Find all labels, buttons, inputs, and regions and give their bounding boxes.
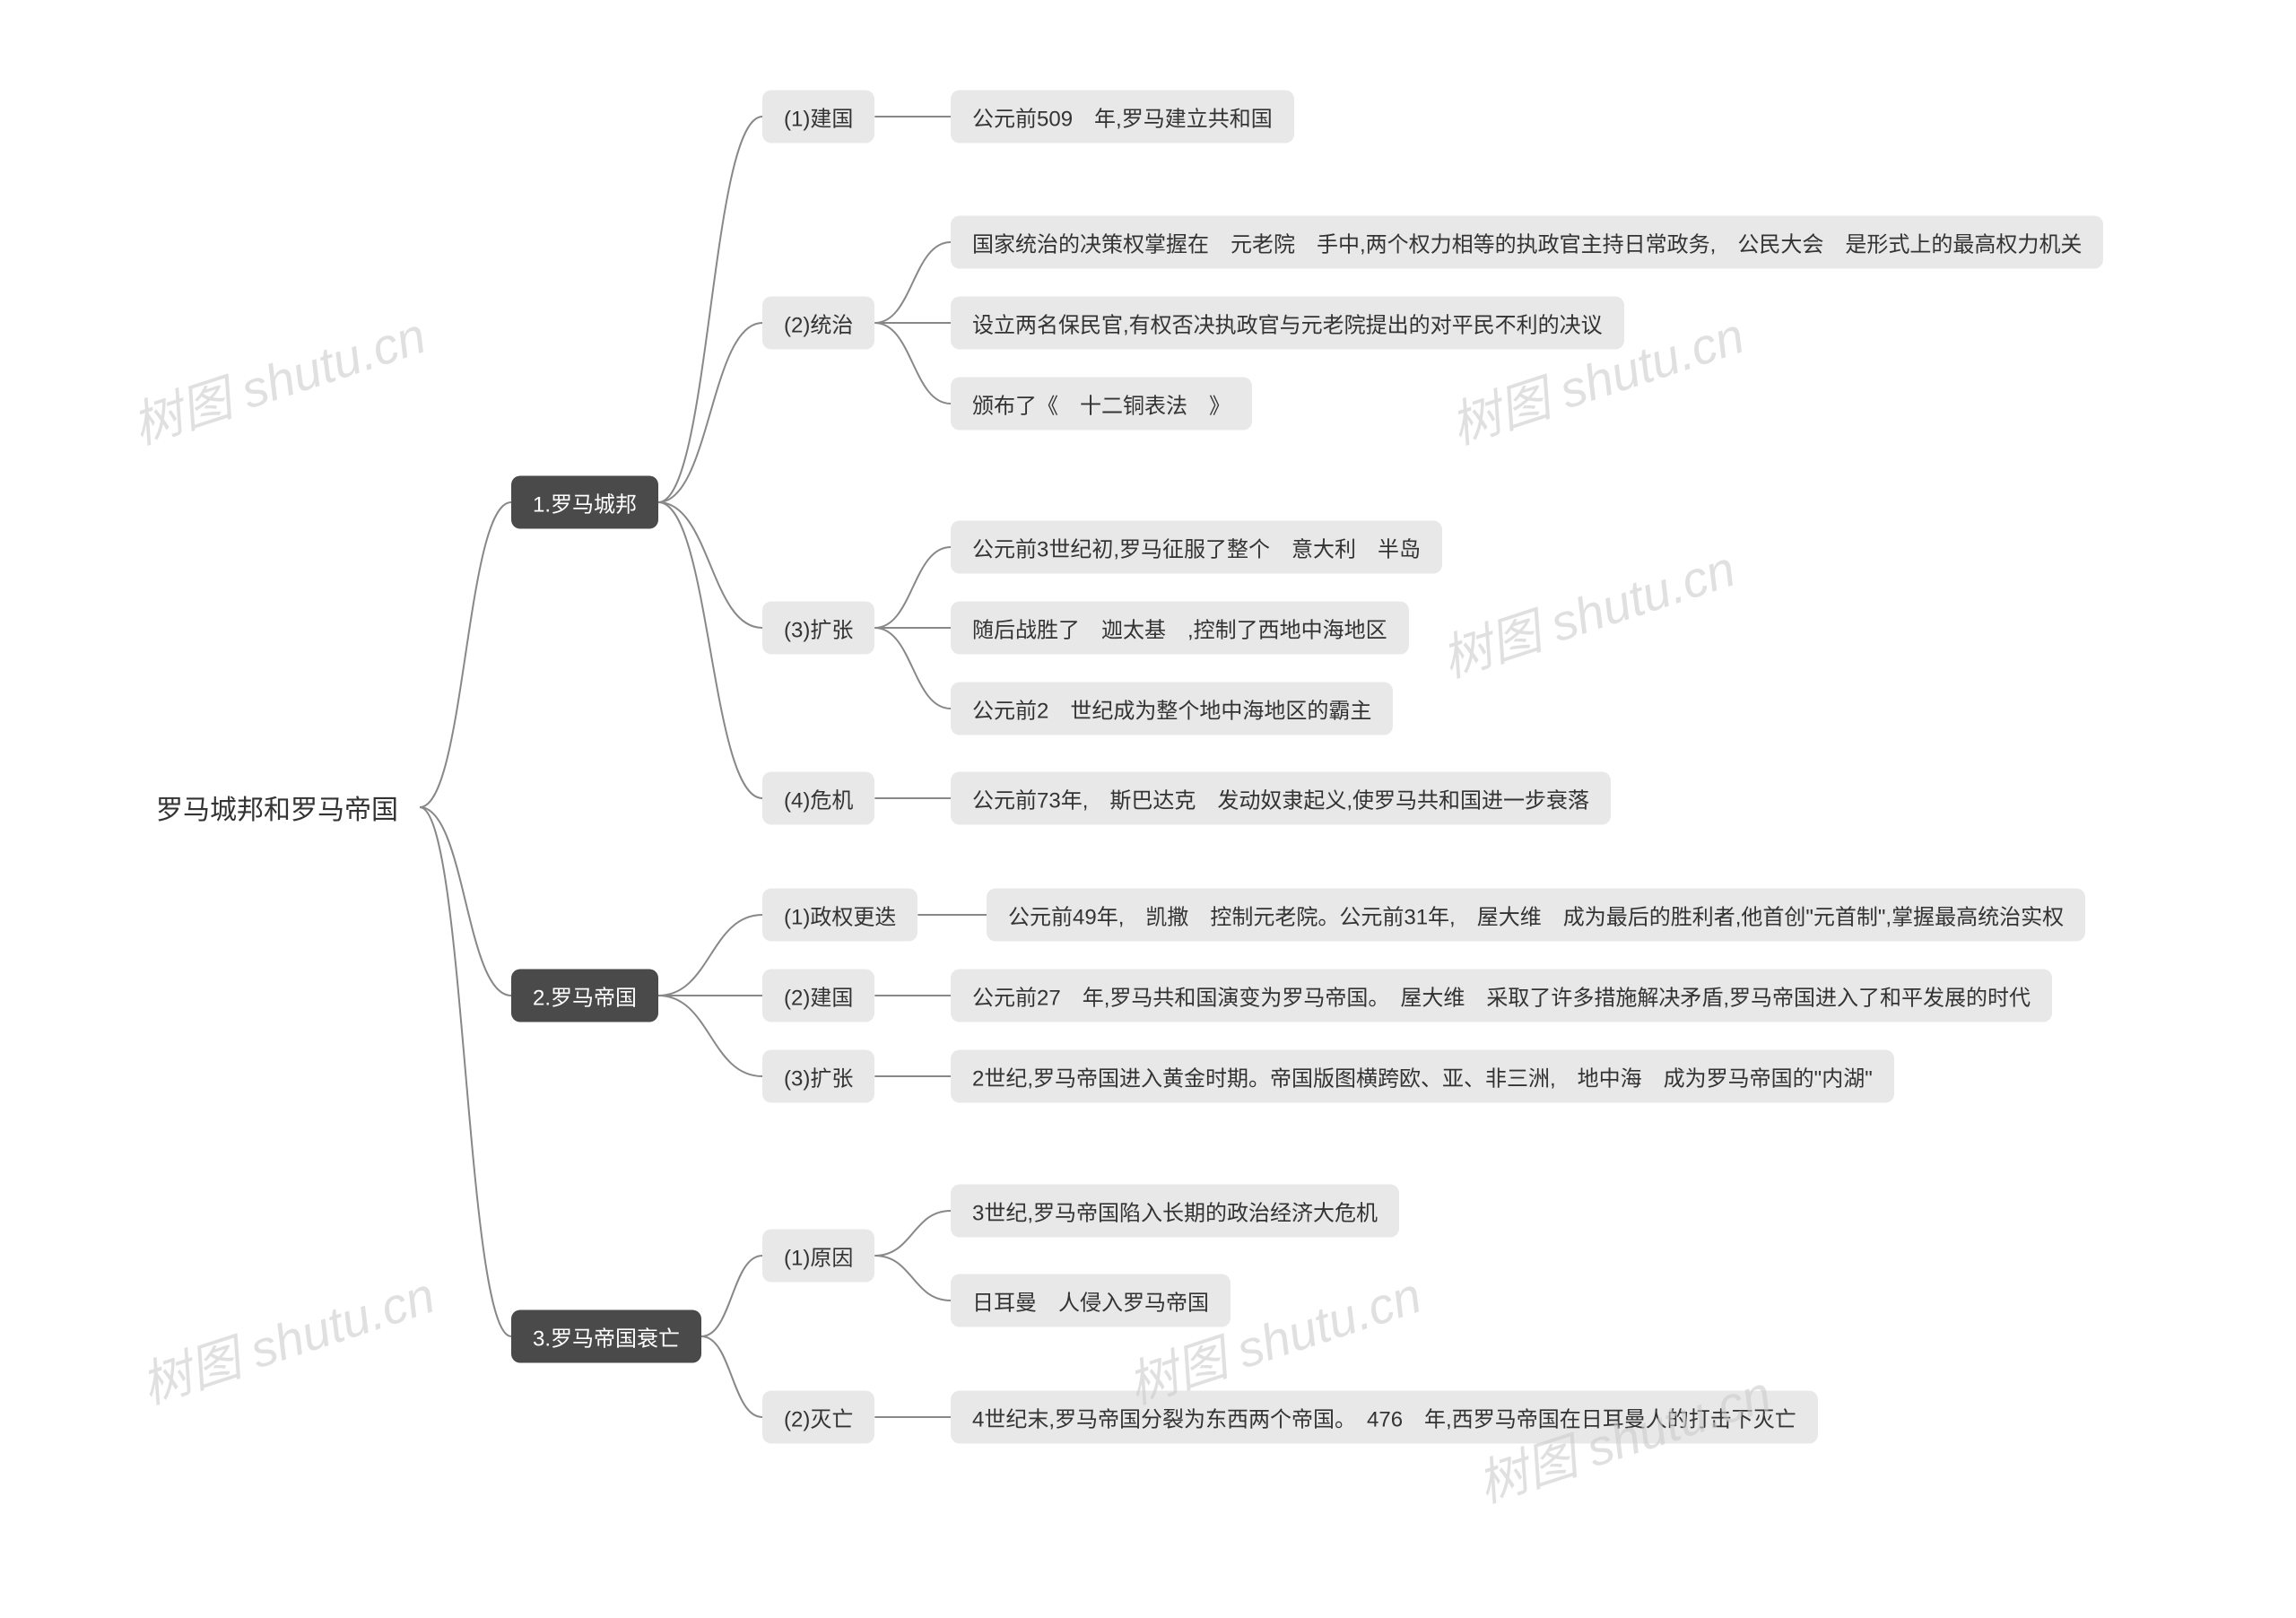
mindmap-node-n3: 3.罗马帝国衰亡 <box>511 1310 701 1363</box>
mindmap-node-n1d1: 公元前73年, 斯巴达克 发动奴隶起义,使罗马共和国进一步衰落 <box>951 772 1611 825</box>
mindmap-node-n1c: (3)扩张 <box>762 602 874 655</box>
mindmap-node-n1a: (1)建国 <box>762 91 874 144</box>
mindmap-node-n3a: (1)原因 <box>762 1230 874 1283</box>
mindmap-node-n1a1: 公元前509 年,罗马建立共和国 <box>951 91 1294 144</box>
mindmap-node-n1b: (2)统治 <box>762 297 874 350</box>
watermark: 树图 shutu.cn <box>122 296 434 459</box>
watermark: 树图 shutu.cn <box>1431 529 1744 692</box>
mindmap-node-n1d: (4)危机 <box>762 772 874 825</box>
mindmap-node-n1: 1.罗马城邦 <box>511 476 658 529</box>
mindmap-node-root: 罗马城邦和罗马帝国 <box>135 777 420 838</box>
mindmap-node-n2b: (2)建国 <box>762 970 874 1022</box>
mindmap-node-n2a1: 公元前49年, 凯撒 控制元老院。公元前31年, 屋大维 成为最后的胜利者,他首… <box>987 889 2085 942</box>
mindmap-node-n1c3: 公元前2 世纪成为整个地中海地区的霸主 <box>951 683 1393 735</box>
mindmap-node-n3a1: 3世纪,罗马帝国陷入长期的政治经济大危机 <box>951 1185 1399 1238</box>
mindmap-node-n3b: (2)灭亡 <box>762 1391 874 1444</box>
mindmap-node-n2a: (1)政权更迭 <box>762 889 918 942</box>
mindmap-node-n1b1: 国家统治的决策权掌握在 元老院 手中,两个权力相等的执政官主持日常政务, 公民大… <box>951 216 2103 269</box>
mindmap-node-n2: 2.罗马帝国 <box>511 970 658 1022</box>
watermark: 树图 shutu.cn <box>131 1256 443 1419</box>
mindmap-node-n1b2: 设立两名保民官,有权否决执政官与元老院提出的对平民不利的决议 <box>951 297 1624 350</box>
mindmap-node-n1c1: 公元前3世纪初,罗马征服了整个 意大利 半岛 <box>951 521 1442 574</box>
mindmap-node-n2c: (3)扩张 <box>762 1050 874 1103</box>
mindmap-node-n2c1: 2世纪,罗马帝国进入黄金时期。帝国版图横跨欧、亚、非三洲, 地中海 成为罗马帝国… <box>951 1050 1894 1103</box>
mindmap-node-n3a2: 日耳曼 人侵入罗马帝国 <box>951 1274 1231 1327</box>
mindmap-node-n3b1: 4世纪末,罗马帝国分裂为东西两个帝国。 476 年,西罗马帝国在日耳曼人的打击下… <box>951 1391 1818 1444</box>
mindmap-node-n2b1: 公元前27 年,罗马共和国演变为罗马帝国。 屋大维 采取了许多措施解决矛盾,罗马… <box>951 970 2052 1022</box>
mindmap-node-n1c2: 随后战胜了 迦太基 ,控制了西地中海地区 <box>951 602 1409 655</box>
mindmap-node-n1b3: 颁布了《 十二铜表法 》 <box>951 378 1252 431</box>
